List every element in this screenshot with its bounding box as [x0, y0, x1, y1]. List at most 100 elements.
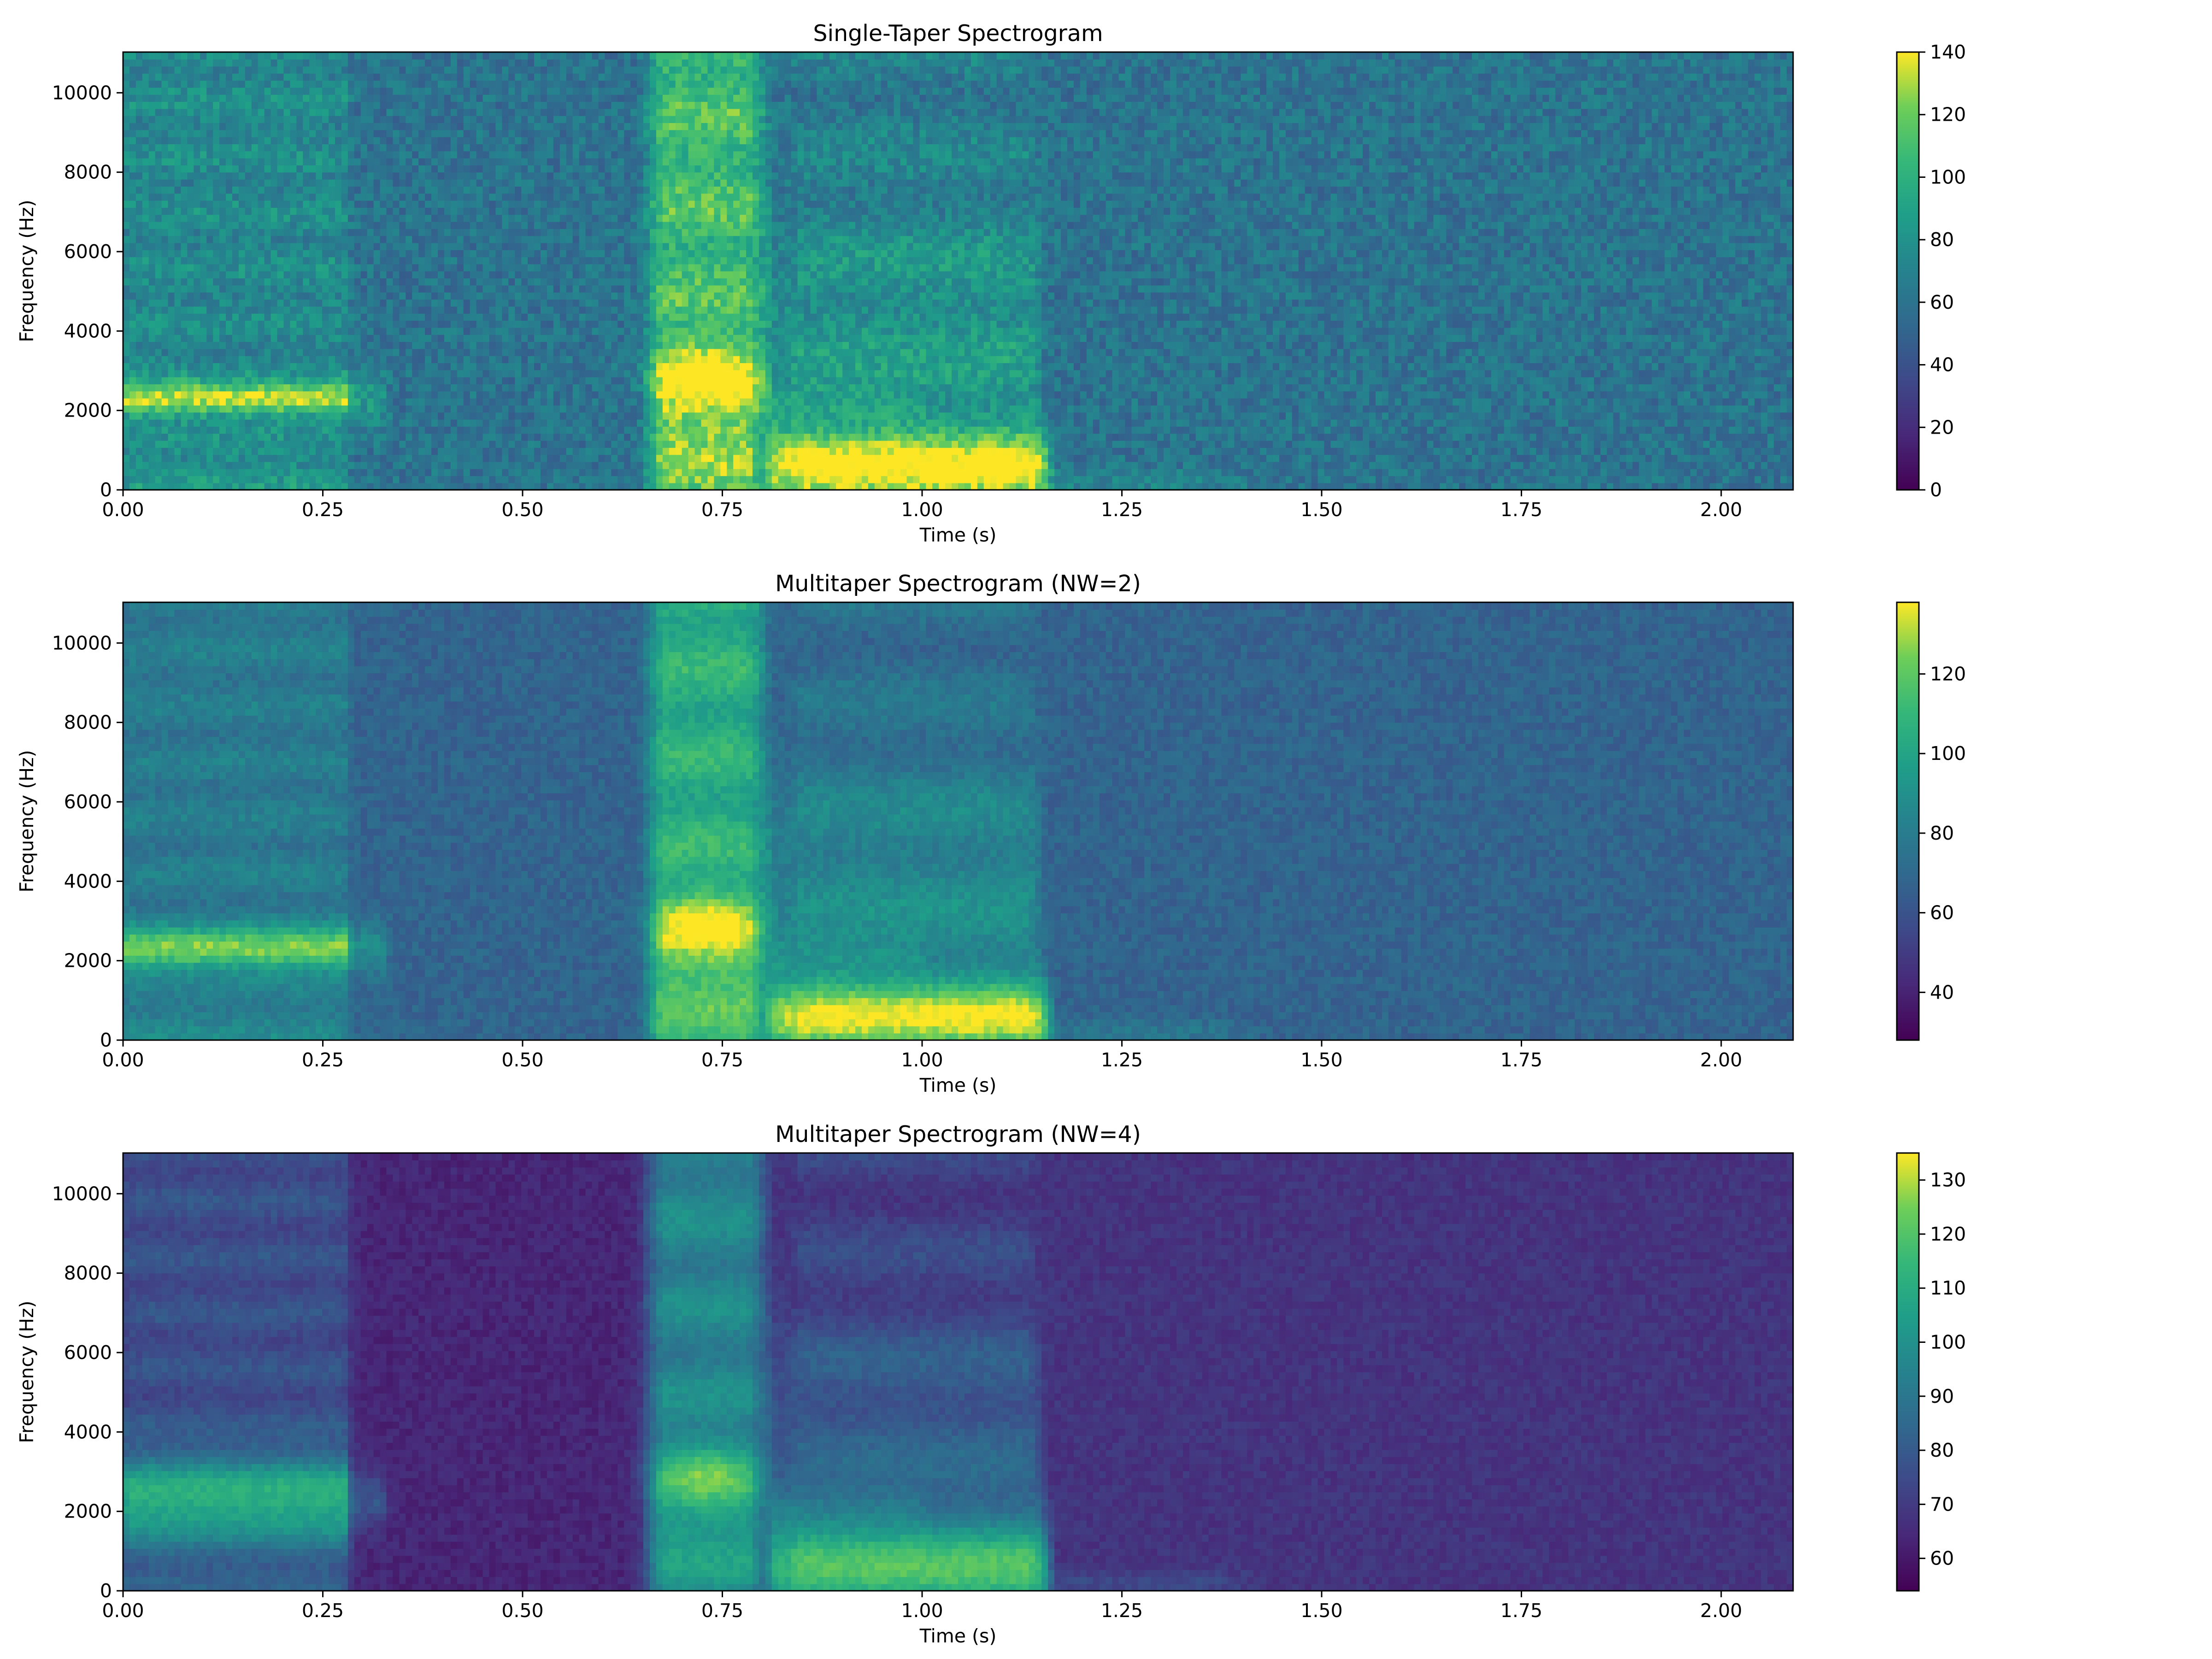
heatmap-cell: [129, 243, 136, 250]
heatmap-cell: [245, 299, 252, 306]
heatmap-cell: [129, 349, 136, 356]
heatmap-cell: [309, 306, 316, 314]
heatmap-cell: [162, 405, 169, 412]
heatmap-cell: [149, 80, 156, 88]
heatmap-cell: [265, 193, 271, 200]
heatmap-cell: [142, 299, 149, 306]
heatmap-cell: [194, 454, 200, 462]
heatmap-cell: [245, 257, 252, 264]
heatmap-cell: [206, 335, 213, 342]
heatmap-cell: [142, 243, 149, 250]
heatmap-cell: [219, 207, 226, 215]
heatmap-cell: [322, 462, 329, 469]
heatmap-cell: [194, 412, 200, 419]
heatmap-cell: [181, 123, 188, 130]
heatmap-cell: [252, 292, 259, 300]
heatmap-cell: [123, 186, 130, 194]
heatmap-cell: [187, 130, 194, 137]
heatmap-cell: [283, 441, 290, 448]
heatmap-cell: [219, 271, 226, 278]
heatmap-cell: [136, 469, 143, 476]
heatmap-cell: [136, 179, 143, 187]
heatmap-cell: [271, 193, 278, 200]
heatmap-cell: [283, 151, 290, 159]
heatmap-cell: [271, 356, 278, 363]
heatmap-cell: [265, 80, 271, 88]
heatmap-cell: [194, 130, 200, 137]
heatmap-cell: [162, 66, 169, 74]
heatmap-cell: [283, 264, 290, 271]
heatmap-cell: [194, 447, 200, 455]
heatmap-cell: [309, 214, 316, 222]
heatmap-cell: [245, 356, 252, 363]
heatmap-cell: [303, 73, 310, 81]
heatmap-cell: [283, 377, 290, 384]
heatmap-cell: [194, 109, 200, 116]
heatmap-cell: [290, 193, 297, 200]
heatmap-cell: [226, 356, 233, 363]
heatmap-cell: [316, 186, 323, 194]
heatmap-cell: [277, 73, 284, 81]
heatmap-cell: [200, 243, 207, 250]
heatmap-cell: [271, 52, 278, 59]
heatmap-cell: [200, 391, 207, 398]
heatmap-cell: [142, 88, 149, 95]
heatmap-cell: [252, 419, 259, 427]
heatmap-cell: [200, 384, 207, 391]
heatmap-cell: [168, 476, 175, 483]
heatmap-cell: [149, 306, 156, 314]
heatmap-cell: [252, 250, 259, 257]
heatmap-cell: [290, 214, 297, 222]
heatmap-cell: [136, 222, 143, 229]
heatmap-cell: [206, 80, 213, 88]
heatmap-cell: [283, 59, 290, 66]
heatmap-cell: [187, 222, 194, 229]
heatmap-cell: [226, 454, 233, 462]
heatmap-cell: [283, 88, 290, 95]
heatmap-cell: [136, 299, 143, 306]
heatmap-cell: [258, 186, 265, 194]
heatmap-cell: [123, 144, 130, 151]
heatmap-cell: [226, 250, 233, 257]
heatmap-cell: [213, 144, 220, 151]
heatmap-cell: [206, 271, 213, 278]
heatmap-cell: [303, 214, 310, 222]
heatmap-cell: [316, 214, 323, 222]
heatmap-cell: [123, 412, 130, 419]
heatmap-cell: [245, 454, 252, 462]
heatmap-cell: [136, 341, 143, 349]
heatmap-cell: [322, 285, 329, 293]
heatmap-cell: [155, 349, 162, 356]
heatmap-cell: [168, 243, 175, 250]
heatmap-cell: [142, 222, 149, 229]
heatmap-cell: [149, 109, 156, 116]
heatmap-cell: [187, 250, 194, 257]
heatmap-cell: [252, 341, 259, 349]
heatmap-cell: [213, 363, 220, 370]
heatmap-cell: [175, 412, 182, 419]
heatmap-cell: [155, 52, 162, 59]
heatmap-cell: [187, 235, 194, 243]
heatmap-cell: [168, 433, 175, 441]
heatmap-cell: [142, 151, 149, 159]
heatmap-cell: [187, 229, 194, 236]
heatmap-cell: [162, 165, 169, 172]
heatmap-cell: [239, 193, 246, 200]
heatmap-cell: [239, 257, 246, 264]
heatmap-cell: [149, 285, 156, 293]
heatmap-cell: [175, 193, 182, 200]
heatmap-cell: [252, 285, 259, 293]
heatmap-cell: [265, 363, 271, 370]
heatmap-cell: [232, 200, 239, 208]
heatmap-cell: [226, 130, 233, 137]
heatmap-cell: [290, 419, 297, 427]
heatmap-cell: [290, 52, 297, 59]
heatmap-cell: [200, 88, 207, 95]
heatmap-cell: [206, 476, 213, 483]
heatmap-cell: [303, 285, 310, 293]
heatmap-cell: [303, 320, 310, 328]
heatmap-cell: [129, 172, 136, 179]
heatmap-cell: [206, 73, 213, 81]
heatmap-cell: [206, 356, 213, 363]
